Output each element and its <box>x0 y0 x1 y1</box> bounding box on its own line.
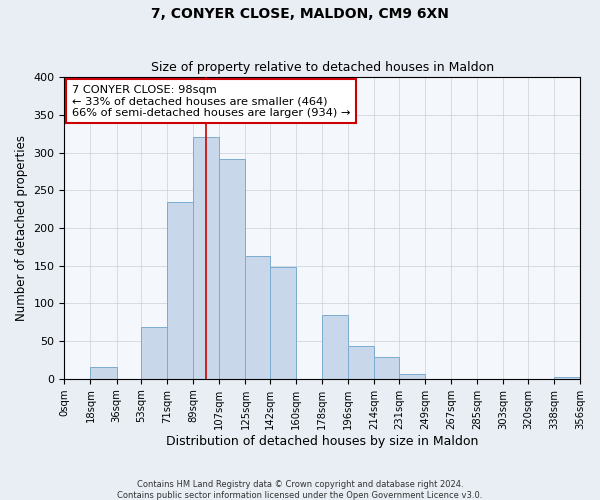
Y-axis label: Number of detached properties: Number of detached properties <box>15 135 28 321</box>
Bar <box>141 327 167 379</box>
Text: Contains HM Land Registry data © Crown copyright and database right 2024.
Contai: Contains HM Land Registry data © Crown c… <box>118 480 482 500</box>
Bar <box>374 357 399 379</box>
Bar <box>167 202 193 379</box>
Bar <box>270 267 296 379</box>
Text: 7, CONYER CLOSE, MALDON, CM9 6XN: 7, CONYER CLOSE, MALDON, CM9 6XN <box>151 8 449 22</box>
Bar <box>91 367 116 379</box>
Bar <box>193 138 220 379</box>
Bar <box>348 346 374 379</box>
Bar <box>220 158 245 379</box>
Title: Size of property relative to detached houses in Maldon: Size of property relative to detached ho… <box>151 62 494 74</box>
Text: 7 CONYER CLOSE: 98sqm
← 33% of detached houses are smaller (464)
66% of semi-det: 7 CONYER CLOSE: 98sqm ← 33% of detached … <box>72 84 350 118</box>
Bar <box>322 314 348 379</box>
X-axis label: Distribution of detached houses by size in Maldon: Distribution of detached houses by size … <box>166 434 478 448</box>
Bar <box>554 378 580 379</box>
Bar <box>245 256 270 379</box>
Bar <box>399 374 425 379</box>
